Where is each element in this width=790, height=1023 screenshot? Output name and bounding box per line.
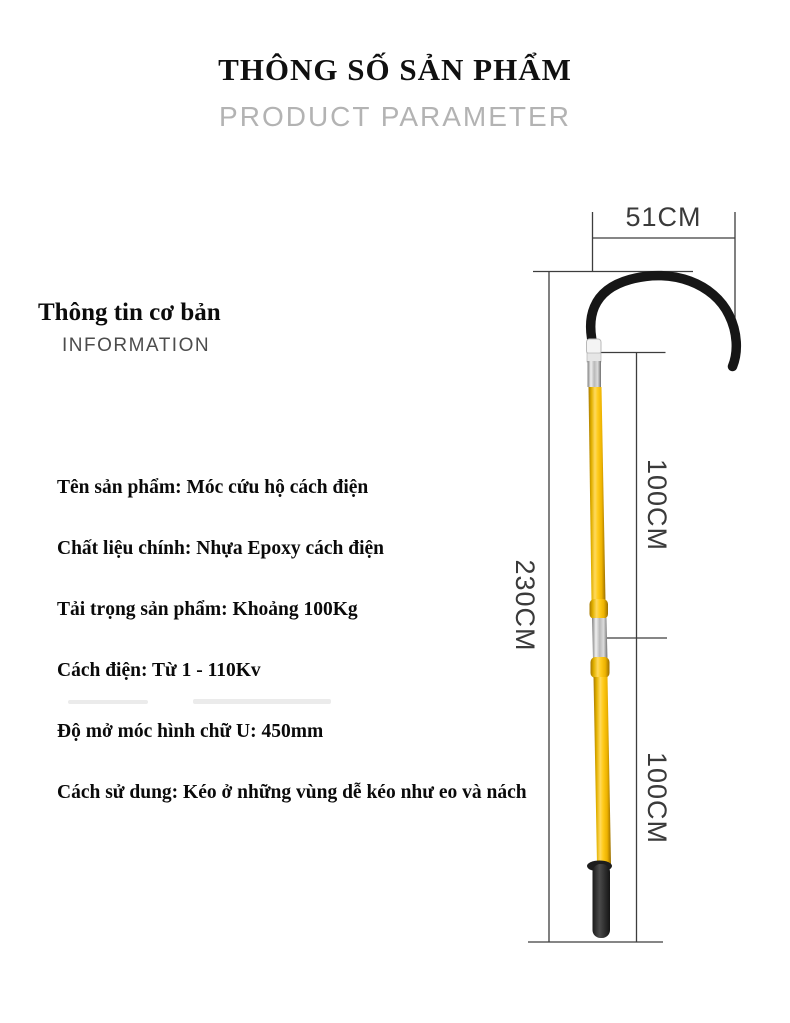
- joint-chrome-sleeve: [592, 618, 608, 660]
- spec-item-usage: Cách sử dung: Kéo ở những vùng dễ kéo nh…: [57, 782, 527, 803]
- dimension-label-total-length: 230CM: [510, 559, 540, 652]
- dimension-label-hook-width: 51CM: [625, 202, 702, 232]
- dimension-label-lower-segment: 100CM: [642, 752, 672, 845]
- spec-item-product-name: Tên sản phẩm: Móc cứu hộ cách điện: [57, 477, 369, 498]
- ferrule: [586, 338, 602, 387]
- spec-item-load: Tải trọng sản phẩm: Khoảng 100Kg: [57, 599, 358, 620]
- faint-artifact: [68, 700, 148, 704]
- pole-upper-segment: [588, 387, 606, 601]
- grip-handle: [592, 864, 610, 938]
- dimension-lines: [528, 212, 736, 943]
- faint-artifact: [193, 699, 331, 704]
- page-subtitle: PRODUCT PARAMETER: [219, 101, 571, 132]
- spec-list: Tên sản phẩm: Móc cứu hộ cách điện Chất …: [57, 478, 527, 844]
- spec-item-material: Chất liệu chính: Nhựa Epoxy cách điện: [57, 538, 385, 559]
- joint-collar-lower: [590, 657, 610, 678]
- pole-lower-segment: [593, 677, 611, 864]
- page-title: THÔNG SỐ SẢN PHẨM: [218, 52, 572, 87]
- spec-item-insulation: Cách điện: Từ 1 - 110Kv: [57, 660, 261, 681]
- hook-curve: [585, 270, 742, 372]
- spec-item-hook-opening: Độ mở móc hình chữ U: 450mm: [57, 721, 324, 742]
- product-diagram: [528, 212, 742, 943]
- rescue-hook-product: [585, 270, 742, 938]
- info-section-subheading: INFORMATION: [62, 335, 211, 356]
- dimension-label-upper-segment: 100CM: [642, 459, 672, 552]
- info-section-heading: Thông tin cơ bản: [38, 299, 221, 326]
- joint-collar-upper: [589, 599, 608, 619]
